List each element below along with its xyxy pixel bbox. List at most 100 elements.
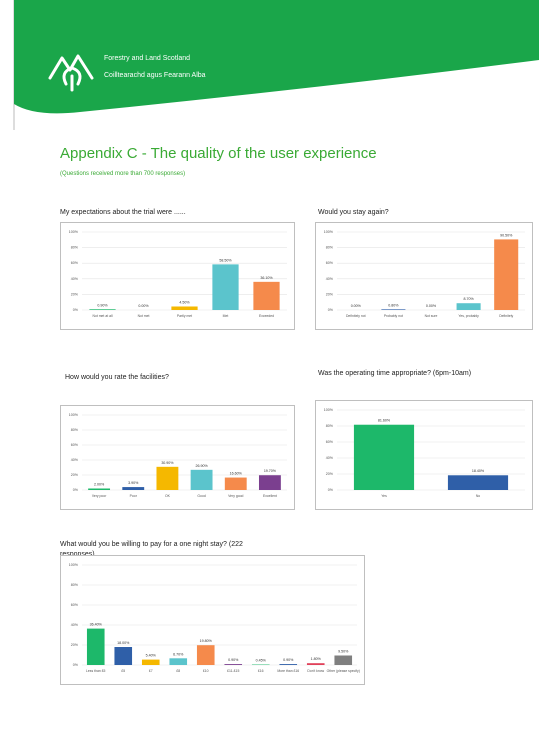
bar xyxy=(88,488,111,490)
bar xyxy=(169,658,188,665)
y-tick-label: 20% xyxy=(326,292,334,296)
y-tick-label: 0% xyxy=(73,488,79,492)
y-tick-label: 60% xyxy=(71,443,79,447)
data-label: 19.80% xyxy=(200,639,213,643)
data-label: 0.90% xyxy=(283,658,294,662)
bar xyxy=(212,264,239,310)
data-label: 3.90% xyxy=(128,481,139,485)
chart: 0% 20% 40% 60% 80% 100% Not met at all 0.90% Not… xyxy=(60,222,295,330)
bar xyxy=(224,664,243,665)
x-tick-label: Yes, probably xyxy=(458,314,479,318)
page-subtitle: (Questions received more than 700 respon… xyxy=(60,171,186,177)
bar xyxy=(122,487,145,490)
data-label: 18.40% xyxy=(472,469,485,473)
x-tick-label: More than £16 xyxy=(277,669,299,673)
x-tick-label: Definitely not xyxy=(346,314,366,318)
data-label: 0.90% xyxy=(228,658,239,662)
chart-frame xyxy=(60,405,295,510)
data-label: 6.70% xyxy=(173,652,184,656)
bar xyxy=(86,628,105,665)
header-band: Forestry and Land Scotland Coilltearachd… xyxy=(13,0,539,130)
page-title: Appendix C - The quality of the user exp… xyxy=(60,145,377,162)
bar xyxy=(447,475,509,490)
data-label: 2.00% xyxy=(94,482,105,486)
bar xyxy=(224,477,247,490)
x-tick-label: Not met xyxy=(138,314,150,318)
x-tick-label: Yes xyxy=(381,494,387,498)
x-tick-label: Exceeded xyxy=(259,314,274,318)
data-label: 58.50% xyxy=(219,258,232,262)
chart-frame xyxy=(315,400,533,510)
y-tick-label: 40% xyxy=(71,277,79,281)
chart-title: My expectations about the trial were ...… xyxy=(60,209,186,216)
x-tick-label: Very good xyxy=(228,494,243,498)
bar xyxy=(156,466,179,490)
data-label: 36.40% xyxy=(90,623,103,627)
data-label: 0.00% xyxy=(426,304,437,308)
y-tick-label: 40% xyxy=(326,456,334,460)
y-tick-label: 80% xyxy=(71,583,79,587)
x-tick-label: Poor xyxy=(130,494,138,498)
bar xyxy=(494,239,519,310)
data-label: 0.45% xyxy=(256,659,267,663)
x-tick-label: Less than £5 xyxy=(86,669,106,673)
x-tick-label: Met xyxy=(223,314,229,318)
data-label: 26.90% xyxy=(195,464,208,468)
y-tick-label: 0% xyxy=(73,308,79,312)
data-label: 18.00% xyxy=(117,641,130,645)
x-tick-label: Good xyxy=(197,494,205,498)
y-tick-label: 60% xyxy=(326,261,334,265)
y-tick-label: 60% xyxy=(71,261,79,265)
data-label: 16.60% xyxy=(230,472,243,476)
bar xyxy=(196,645,215,665)
y-tick-label: 100% xyxy=(69,230,79,234)
chart: 0% 20% 40% 60% 80% 100% Very poor 2.00% Poor 3.90… xyxy=(60,405,295,510)
chart-title: What would you be willing to pay for a o… xyxy=(60,541,243,558)
bar xyxy=(89,309,116,310)
y-tick-label: 20% xyxy=(326,472,334,476)
x-tick-label: Excellent xyxy=(263,494,277,498)
data-label: 9.50% xyxy=(338,649,349,653)
x-tick-label: £7 xyxy=(149,669,153,673)
chart: 0% 20% 40% 60% 80% 100% Definitely not 0.00% Pro… xyxy=(315,222,533,330)
data-label: 81.60% xyxy=(378,419,391,423)
data-label: 4.50% xyxy=(179,300,190,304)
y-tick-label: 0% xyxy=(328,488,334,492)
x-tick-label: £10 xyxy=(203,669,209,673)
x-tick-label: Don't know xyxy=(307,669,324,673)
data-label: 36.10% xyxy=(260,276,273,280)
x-tick-label: Not sure xyxy=(425,314,438,318)
data-label: 0.00% xyxy=(138,304,149,308)
x-tick-label: £16 xyxy=(258,669,264,673)
bar xyxy=(334,655,353,665)
x-tick-label: Not met at all xyxy=(93,314,113,318)
x-tick-label: £8 xyxy=(176,669,180,673)
bar xyxy=(258,475,281,490)
x-tick-label: Other (please specify) xyxy=(327,669,360,673)
y-tick-label: 100% xyxy=(324,408,334,412)
y-tick-label: 80% xyxy=(71,246,79,250)
bar xyxy=(456,303,481,310)
data-label: 90.50% xyxy=(500,233,513,237)
y-tick-label: 100% xyxy=(69,563,79,567)
x-tick-label: Partly met xyxy=(177,314,192,318)
y-tick-label: 40% xyxy=(71,458,79,462)
x-tick-label: £11-£15 xyxy=(227,669,239,673)
chart: 0% 20% 40% 60% 80% 100% Less than £5 36.40% £5 18… xyxy=(60,555,365,685)
chart: 0% 20% 40% 60% 80% 100% Yes 81.60% No 18.40% xyxy=(315,400,533,510)
bar xyxy=(141,659,160,665)
bar xyxy=(279,664,298,665)
data-label: 0.00% xyxy=(351,304,362,308)
header-shape xyxy=(14,0,539,114)
bar xyxy=(114,647,133,665)
y-tick-label: 40% xyxy=(326,277,334,281)
y-tick-label: 100% xyxy=(69,413,79,417)
bar xyxy=(381,309,406,310)
org-name-gd: Coilltearachd agus Fearann Alba xyxy=(104,72,206,79)
y-tick-label: 60% xyxy=(326,440,334,444)
bar xyxy=(190,469,213,490)
y-tick-label: 20% xyxy=(71,643,79,647)
data-label: 19.70% xyxy=(264,469,277,473)
chart-title: Would you stay again? xyxy=(318,209,389,216)
